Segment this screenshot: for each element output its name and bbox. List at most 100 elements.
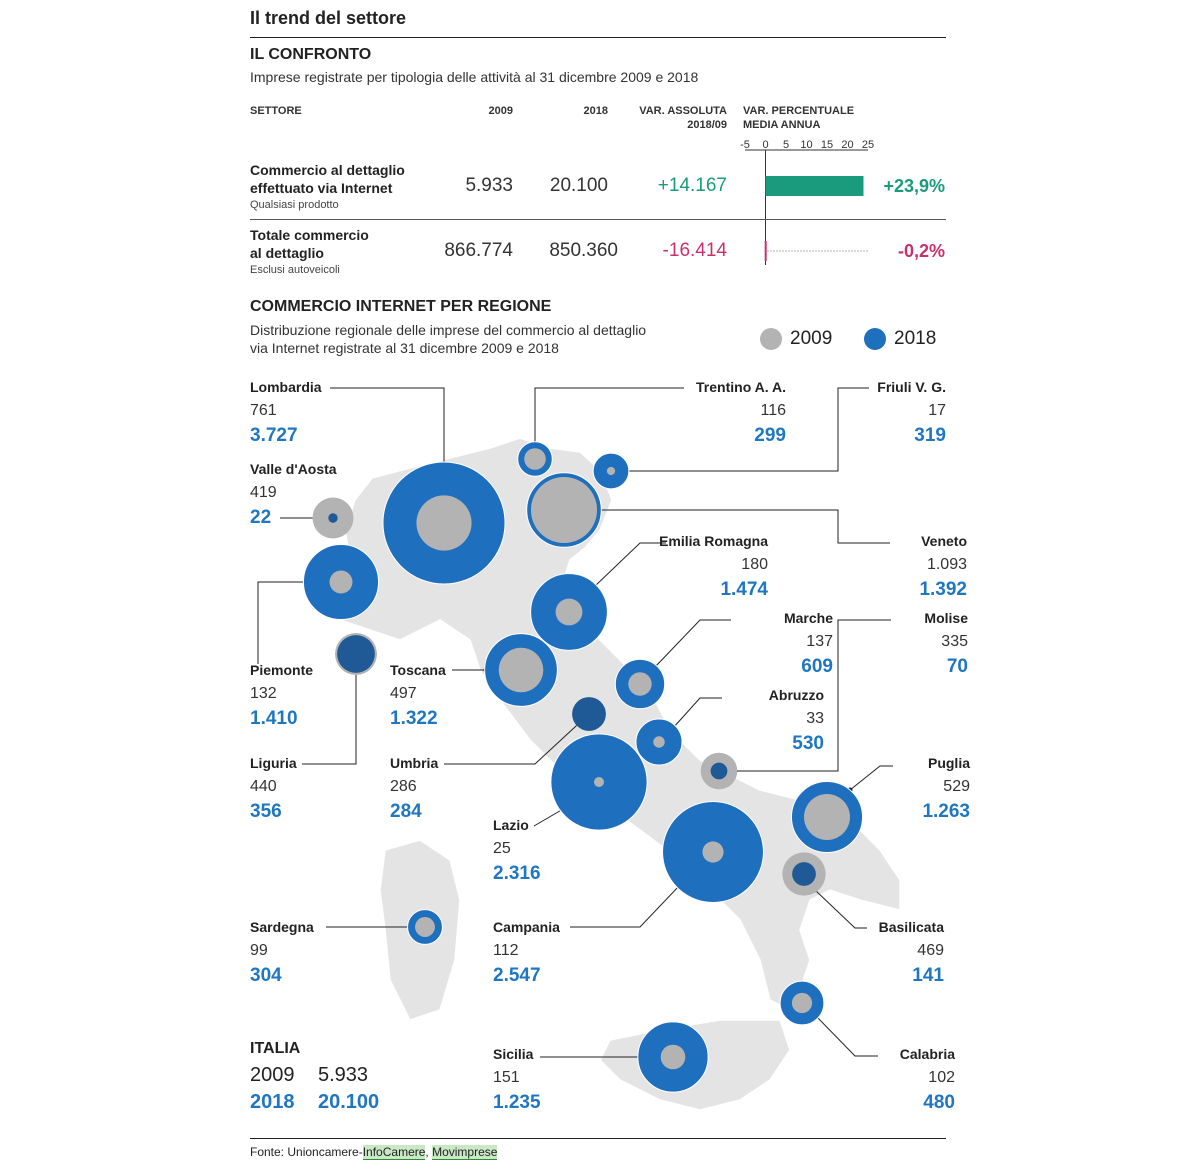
region-value-2009: 419 xyxy=(250,484,277,501)
source-rule xyxy=(250,1138,946,1139)
leader-line xyxy=(302,654,357,765)
region-value-2009: 112 xyxy=(493,942,519,959)
region-name: Sardegna xyxy=(250,919,314,935)
region-name: Basilicata xyxy=(878,919,944,935)
row1-label-line1: Commercio al dettaglio xyxy=(250,162,405,178)
region-value-2018: 319 xyxy=(914,425,946,446)
region-name: Toscana xyxy=(390,662,446,678)
region-value-2018: 1.474 xyxy=(720,579,768,600)
region-name: Umbria xyxy=(390,755,439,771)
source-link-infocamere[interactable]: InfoCamere xyxy=(362,1145,426,1160)
region-name: Campania xyxy=(493,919,560,935)
region-value-2009: 33 xyxy=(806,710,824,727)
bubble-2009 xyxy=(791,992,813,1014)
italia-title: ITALIA xyxy=(250,1040,301,1057)
region-value-2018: 609 xyxy=(801,656,833,677)
row2-2009: 866.774 xyxy=(444,240,513,261)
bubble-2009 xyxy=(416,495,472,551)
row2-note: Esclusi autoveicoli xyxy=(250,264,340,276)
region-name: Trentino A. A. xyxy=(696,379,786,395)
col-var-pct-2: MEDIA ANNUA xyxy=(743,119,821,131)
leader-line xyxy=(672,697,722,729)
leader-line xyxy=(570,884,681,928)
italia-2009-value: 5.933 xyxy=(318,1064,369,1086)
pct-tick-label: -5 xyxy=(740,139,750,151)
italia-2018-year: 2018 xyxy=(250,1091,295,1113)
region-value-2018: 2.547 xyxy=(493,965,541,986)
leader-line xyxy=(735,619,891,772)
compare-title: IL CONFRONTO xyxy=(250,46,372,63)
region-value-2009: 137 xyxy=(806,633,833,650)
map-subtitle-1: Distribuzione regionale delle imprese de… xyxy=(250,322,647,338)
region-name: Veneto xyxy=(921,533,967,549)
region-name: Lombardia xyxy=(250,379,322,395)
bubble-2009 xyxy=(530,476,598,544)
pct-tick-label: 5 xyxy=(783,139,789,151)
region-value-2018: 480 xyxy=(923,1092,955,1113)
region-name: Abruzzo xyxy=(768,687,824,703)
region-value-2018: 70 xyxy=(946,656,968,677)
region-value-2009: 116 xyxy=(760,402,786,419)
region-value-2009: 17 xyxy=(928,402,946,419)
bubble-2009 xyxy=(653,736,665,748)
row2-label-line1: Totale commercio xyxy=(250,227,369,243)
map-subtitle-2: via Internet registrate al 31 dicembre 2… xyxy=(250,340,559,356)
source-line: Fonte: Unioncamere-InfoCamere, Movimpres… xyxy=(250,1145,498,1160)
region-name: Piemonte xyxy=(250,662,314,678)
leader-line xyxy=(611,387,869,472)
region-value-2009: 440 xyxy=(250,778,277,795)
region-value-2018: 299 xyxy=(754,425,786,446)
region-value-2018: 1.263 xyxy=(922,801,970,822)
col-2009: 2009 xyxy=(488,105,513,117)
leader-line xyxy=(597,509,890,544)
region-name: Friuli V. G. xyxy=(877,379,946,395)
region-name: Lazio xyxy=(493,817,529,833)
map-title: COMMERCIO INTERNET PER REGIONE xyxy=(250,298,552,315)
legend-2009-label: 2009 xyxy=(790,328,833,349)
bubble-2018 xyxy=(792,862,816,886)
region-value-2009: 151 xyxy=(493,1069,520,1086)
region-value-2009: 102 xyxy=(928,1069,955,1086)
bubble-2009 xyxy=(555,598,583,626)
region-name: Calabria xyxy=(899,1046,955,1062)
bubble-2009 xyxy=(415,917,435,937)
row2-label-line2: al dettaglio xyxy=(250,245,324,261)
leader-line xyxy=(444,713,590,765)
leader-line xyxy=(593,542,666,588)
region-value-2018: 22 xyxy=(250,507,272,528)
row1-var-abs: +14.167 xyxy=(657,175,727,196)
row2-2018: 850.360 xyxy=(549,240,618,261)
bubble-2009 xyxy=(660,1044,686,1070)
leader-line xyxy=(257,581,306,664)
row1-label-line2: effettuato via Internet xyxy=(250,180,393,196)
region-value-2018: 1.322 xyxy=(390,708,438,729)
source-link-movimprese[interactable]: Movimprese xyxy=(432,1145,498,1160)
region-value-2009: 180 xyxy=(741,556,768,573)
region-value-2018: 1.392 xyxy=(919,579,967,600)
col-var-pct-1: VAR. PERCENTUALE xyxy=(743,105,855,117)
region-value-2018: 284 xyxy=(390,801,422,822)
italia-2009-year: 2009 xyxy=(250,1064,295,1086)
region-value-2009: 469 xyxy=(917,942,944,959)
region-value-2009: 132 xyxy=(250,685,277,702)
bubble-2009 xyxy=(702,841,724,863)
region-name: Marche xyxy=(783,610,833,626)
pct-bar xyxy=(764,241,767,261)
bubble-2009 xyxy=(606,466,616,476)
bubble-2018 xyxy=(328,513,338,523)
bubble-2009 xyxy=(628,672,652,696)
row1-2009: 5.933 xyxy=(465,175,513,196)
region-value-2009: 99 xyxy=(250,942,268,959)
region-value-2018: 1.410 xyxy=(250,708,298,729)
col-var-abs-2: 2018/09 xyxy=(687,119,727,131)
col-var-abs-1: VAR. ASSOLUTA xyxy=(639,105,727,117)
region-value-2009: 25 xyxy=(493,840,511,857)
region-name: Molise xyxy=(924,610,968,626)
region-value-2009: 286 xyxy=(390,778,417,795)
bubble-2009 xyxy=(594,777,604,787)
bubble-2009 xyxy=(498,647,544,693)
pct-tick-label: 25 xyxy=(862,139,874,151)
page-title: Il trend del settore xyxy=(250,8,407,28)
region-value-2009: 335 xyxy=(941,633,968,650)
